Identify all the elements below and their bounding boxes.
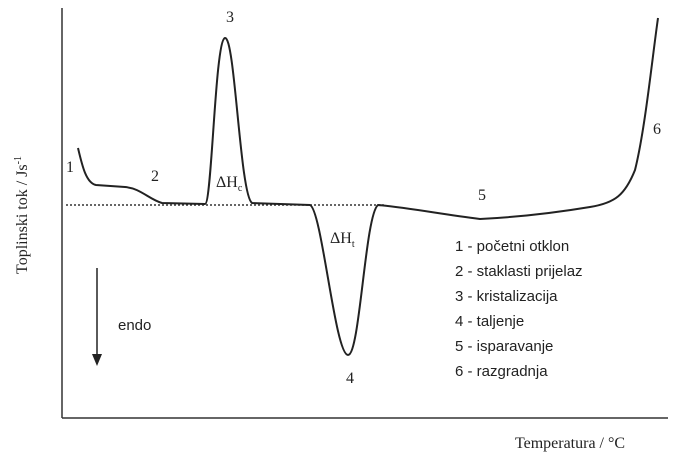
enthalpy-symbol: ΔH (330, 230, 352, 247)
enthalpy-symbol: ΔH (216, 174, 238, 191)
endo-arrow-head (92, 354, 102, 366)
enthalpy-sub: t (352, 239, 355, 250)
enthalpy-sub: c (238, 183, 243, 194)
legend-item: 3 - kristalizacija (455, 288, 558, 305)
point-label: 6 (653, 121, 661, 138)
dsc-curve (77, 17, 659, 357)
point-label: 3 (226, 9, 234, 26)
y-label-sup: -1 (13, 156, 24, 164)
point-label: 5 (478, 187, 486, 204)
legend-item: 5 - isparavanje (455, 338, 553, 355)
y-axis-label: Toplinski tok / Js-1 (13, 156, 31, 274)
x-axis-label: Temperatura / °C (515, 435, 625, 452)
legend-item: 4 - taljenje (455, 313, 524, 330)
enthalpy-label: ΔHt (330, 230, 355, 250)
endo-label: endo (118, 317, 151, 334)
y-label-text: Toplinski tok / Js (14, 164, 31, 274)
legend-item: 1 - početni otklon (455, 238, 569, 255)
point-label: 2 (151, 168, 159, 185)
point-label: 1 (66, 159, 74, 176)
point-label: 4 (346, 370, 354, 387)
enthalpy-label: ΔHc (216, 174, 243, 194)
legend-item: 6 - razgradnja (455, 363, 548, 380)
legend-item: 2 - staklasti prijelaz (455, 263, 583, 280)
